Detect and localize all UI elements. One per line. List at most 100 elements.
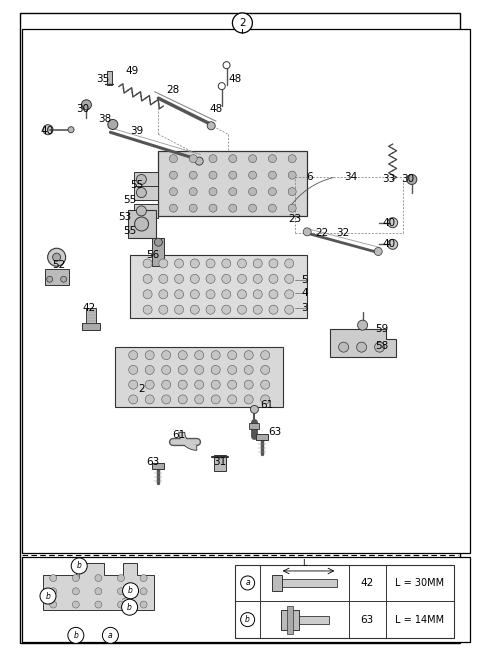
Circle shape	[388, 239, 397, 250]
Circle shape	[222, 290, 231, 299]
Text: 31: 31	[213, 457, 227, 467]
Circle shape	[190, 305, 199, 314]
Text: 58: 58	[375, 341, 389, 351]
Circle shape	[190, 274, 199, 284]
Text: 40: 40	[40, 126, 54, 136]
Circle shape	[251, 405, 258, 413]
Circle shape	[175, 290, 183, 299]
Circle shape	[285, 274, 294, 284]
Circle shape	[155, 238, 162, 246]
Circle shape	[253, 305, 262, 314]
Text: b: b	[128, 586, 133, 595]
Bar	[22, 557, 470, 642]
Circle shape	[269, 290, 278, 299]
Text: 35: 35	[96, 73, 110, 84]
Circle shape	[195, 157, 203, 165]
Text: 48: 48	[209, 103, 223, 114]
Circle shape	[175, 259, 183, 268]
Bar	[153, 463, 164, 469]
Circle shape	[218, 83, 225, 90]
Circle shape	[269, 305, 278, 314]
Text: 61: 61	[260, 400, 273, 411]
Circle shape	[288, 204, 296, 212]
Text: 39: 39	[130, 126, 144, 136]
Circle shape	[222, 259, 231, 268]
Circle shape	[190, 259, 199, 268]
Text: 59: 59	[375, 324, 389, 335]
Bar	[250, 423, 259, 430]
Circle shape	[162, 350, 171, 360]
Text: 38: 38	[98, 114, 111, 124]
Text: b: b	[77, 561, 82, 571]
Circle shape	[145, 380, 154, 389]
Bar	[45, 269, 69, 285]
Circle shape	[162, 395, 171, 404]
Text: 63: 63	[268, 427, 281, 438]
Circle shape	[159, 259, 168, 268]
Circle shape	[82, 100, 91, 110]
Text: 63: 63	[146, 457, 159, 467]
Circle shape	[140, 601, 147, 608]
Circle shape	[129, 395, 138, 404]
Bar	[22, 29, 470, 553]
Bar	[214, 455, 226, 471]
Circle shape	[48, 248, 66, 266]
Circle shape	[189, 204, 197, 212]
Text: 40: 40	[382, 217, 396, 228]
Circle shape	[303, 228, 311, 236]
Circle shape	[206, 290, 215, 299]
Bar	[134, 185, 158, 200]
Circle shape	[136, 206, 146, 216]
Circle shape	[169, 187, 178, 196]
Circle shape	[95, 574, 102, 582]
Circle shape	[288, 171, 296, 179]
Text: 56: 56	[146, 250, 159, 261]
Circle shape	[228, 365, 237, 375]
Text: 22: 22	[315, 228, 328, 238]
Circle shape	[374, 248, 382, 255]
Bar	[134, 172, 158, 187]
Text: 5: 5	[301, 275, 308, 286]
Circle shape	[206, 259, 215, 268]
Text: 48: 48	[228, 73, 242, 84]
Circle shape	[228, 395, 237, 404]
Text: 2: 2	[239, 18, 246, 28]
Circle shape	[244, 395, 253, 404]
Text: 28: 28	[166, 85, 180, 96]
Circle shape	[222, 274, 231, 284]
Circle shape	[268, 155, 276, 162]
Text: 32: 32	[336, 228, 349, 238]
Circle shape	[190, 290, 199, 299]
Bar	[128, 210, 156, 238]
Circle shape	[68, 126, 74, 133]
Circle shape	[211, 395, 220, 404]
Circle shape	[68, 627, 84, 643]
Circle shape	[253, 274, 262, 284]
Circle shape	[288, 155, 296, 162]
Bar	[86, 308, 96, 326]
Circle shape	[169, 204, 178, 212]
Circle shape	[72, 574, 79, 582]
Circle shape	[209, 155, 217, 162]
Circle shape	[129, 350, 138, 360]
Circle shape	[108, 119, 118, 130]
Text: L = 14MM: L = 14MM	[395, 614, 444, 625]
Circle shape	[207, 122, 215, 130]
Text: 34: 34	[344, 172, 357, 182]
Circle shape	[209, 204, 217, 212]
Circle shape	[229, 171, 237, 179]
Circle shape	[229, 204, 237, 212]
Bar	[280, 579, 337, 587]
Text: 42: 42	[82, 303, 96, 313]
Circle shape	[285, 259, 294, 268]
Circle shape	[118, 574, 124, 582]
Polygon shape	[43, 563, 154, 610]
Circle shape	[195, 395, 204, 404]
Circle shape	[261, 350, 270, 360]
Text: L = 30MM: L = 30MM	[395, 578, 444, 588]
Circle shape	[228, 350, 237, 360]
Text: 6: 6	[306, 172, 313, 182]
Polygon shape	[330, 329, 396, 357]
Circle shape	[53, 253, 60, 261]
Circle shape	[388, 217, 397, 228]
